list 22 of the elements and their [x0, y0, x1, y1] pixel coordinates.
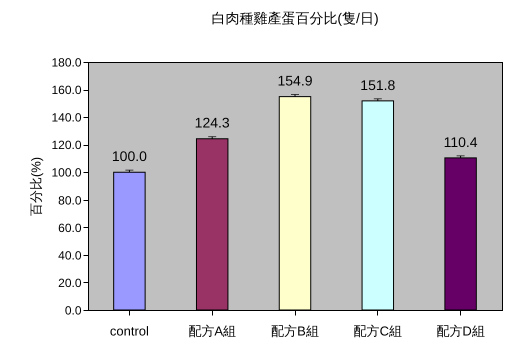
y-tick-label: 60.0	[58, 220, 82, 235]
x-tick-label: 配方C組	[354, 324, 402, 338]
x-tick-label: control	[110, 324, 150, 338]
y-tick-label: 140.0	[51, 110, 82, 125]
y-tick-label: 20.0	[58, 276, 82, 290]
data-label: 154.9	[277, 72, 313, 89]
chart-title: 白肉種雞產蛋百分比(隻/日)	[211, 10, 379, 26]
y-tick-label: 40.0	[58, 248, 82, 262]
x-tick-label: 配方A組	[188, 324, 236, 338]
data-label: 110.4	[444, 134, 478, 150]
data-label: 151.8	[360, 76, 396, 93]
data-label: 100.0	[112, 148, 148, 164]
x-tick-label: 配方D組	[436, 324, 485, 338]
x-tick-label: 配方B組	[271, 324, 319, 338]
y-tick-label: 180.0	[51, 56, 82, 70]
y-tick-label: 160.0	[51, 83, 82, 98]
y-tick-label: 80.0	[58, 193, 82, 208]
y-axis-title: 百分比(%)	[28, 156, 44, 216]
y-tick-label: 0.0	[64, 304, 82, 318]
data-label: 124.3	[194, 114, 230, 131]
y-tick-label: 100.0	[51, 166, 82, 180]
y-tick-label: 120.0	[51, 138, 82, 152]
